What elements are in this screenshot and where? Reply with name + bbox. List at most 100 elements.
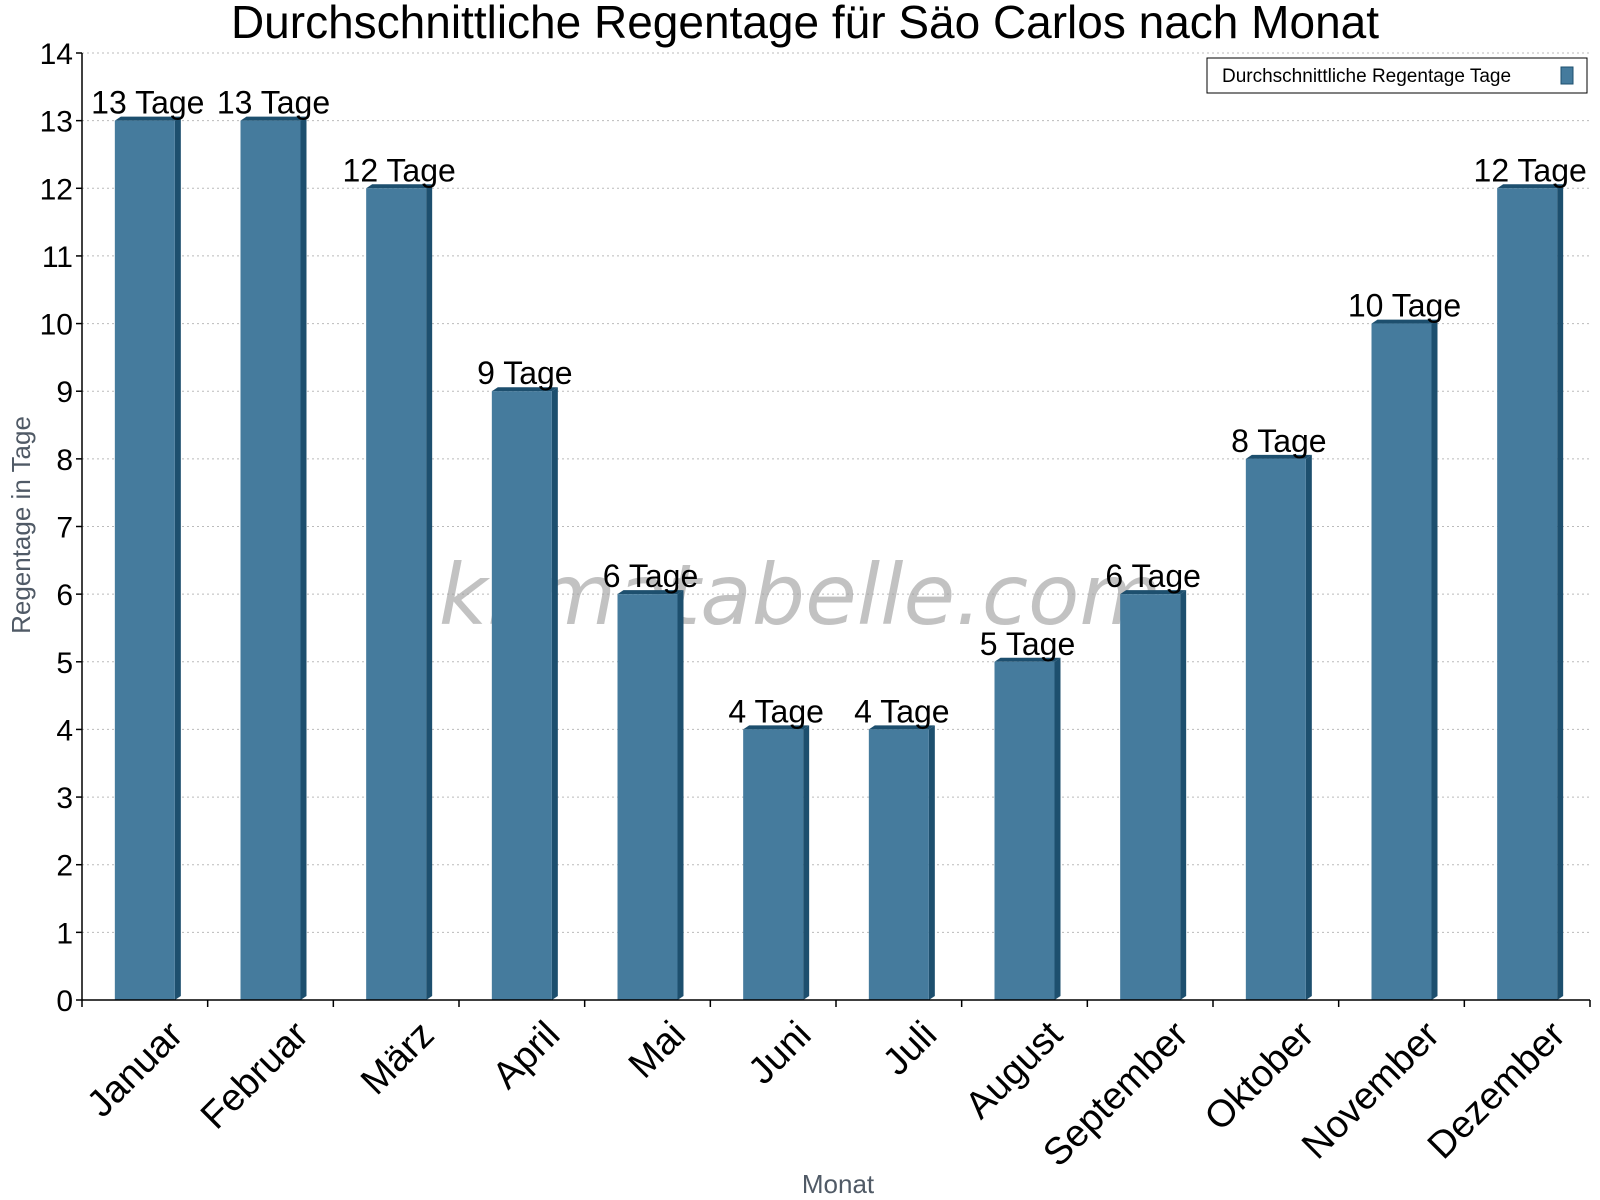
data-label: 4 Tage — [854, 693, 950, 729]
x-tick-label: November — [1294, 1013, 1448, 1167]
x-tick-label: April — [485, 1014, 568, 1097]
x-tick-label: Juni — [741, 1014, 820, 1093]
data-label: 8 Tage — [1231, 423, 1327, 459]
legend-label: Durchschnittliche Regentage Tage — [1222, 66, 1511, 87]
x-axis-ticks: Januar Februar März April Mai Juni Juli AugustS… — [79, 1000, 1591, 1175]
bar-side — [677, 590, 684, 1000]
y-axis-label: Regentage in Tage — [6, 416, 36, 634]
bar-top — [1120, 590, 1187, 595]
data-label: 6 Tage — [1105, 558, 1201, 594]
y-tick-label: 14 — [40, 38, 73, 71]
bar-side — [1180, 590, 1187, 1000]
data-label: 13 Tage — [91, 85, 204, 121]
x-tick-label: März — [353, 1014, 442, 1103]
y-tick-label: 9 — [56, 376, 73, 409]
bar-top — [994, 657, 1061, 662]
data-label: 5 Tage — [980, 626, 1076, 662]
bar — [1245, 454, 1312, 1000]
y-tick-label: 10 — [40, 309, 73, 342]
x-axis-label: Monat — [802, 1169, 875, 1199]
data-label: 12 Tage — [1474, 152, 1587, 188]
bar-front — [743, 729, 804, 1000]
bar — [491, 387, 558, 1000]
y-tick-label: 1 — [56, 917, 73, 950]
bar — [743, 725, 810, 1000]
bar-side — [1431, 319, 1438, 1001]
y-tick-label: 4 — [56, 714, 73, 747]
y-tick-label: 7 — [56, 512, 73, 545]
bar-top — [617, 590, 684, 595]
bar — [114, 116, 181, 1000]
bar-front — [366, 188, 427, 1001]
bar — [994, 657, 1061, 1000]
bar-top — [491, 387, 558, 392]
data-label: 6 Tage — [603, 558, 699, 594]
x-tick-label: August — [958, 1013, 1072, 1127]
x-tick-label: Februar — [193, 1013, 317, 1137]
watermark-text: klimatabelle.com — [439, 546, 1162, 644]
bar-front — [240, 120, 301, 1000]
bar-front — [1245, 458, 1306, 1000]
bar — [240, 116, 307, 1000]
legend-swatch — [1560, 66, 1574, 85]
bar-side — [551, 387, 558, 1000]
bar — [1371, 319, 1438, 1001]
bar — [1497, 184, 1564, 1001]
bar-side — [1054, 657, 1061, 1000]
bar-top — [1497, 184, 1564, 189]
legend-box — [1206, 57, 1588, 94]
y-tick-label: 2 — [56, 850, 73, 883]
bar-top — [743, 725, 810, 730]
bar — [366, 184, 433, 1001]
bar-side — [300, 116, 307, 1000]
y-tick-label: 8 — [56, 444, 73, 477]
data-label: 12 Tage — [343, 152, 456, 188]
data-label: 13 Tage — [217, 85, 330, 121]
bar-side — [174, 116, 181, 1000]
bar-side — [1557, 184, 1564, 1001]
bar-side — [1305, 454, 1312, 1000]
bar-side — [803, 725, 810, 1000]
bar-side — [426, 184, 433, 1001]
bar-front — [491, 391, 552, 1000]
y-tick-label: 0 — [56, 985, 73, 1018]
gridlines — [82, 52, 1590, 933]
bar-front — [1371, 323, 1432, 1001]
bar-top — [114, 116, 181, 121]
y-tick-label: 11 — [42, 241, 73, 274]
bar-front — [114, 120, 175, 1000]
bar-top — [366, 184, 433, 189]
chart-title: Durchschnittliche Regentage für Säo Carl… — [231, 0, 1379, 48]
x-tick-label: Mai — [621, 1014, 694, 1087]
bar-top — [868, 725, 935, 730]
bars — [114, 116, 1564, 1001]
bar — [1120, 590, 1187, 1000]
x-tick-label: Januar — [79, 1013, 191, 1125]
bar-top — [1371, 319, 1438, 324]
data-label: 10 Tage — [1348, 288, 1461, 324]
bar-top — [1245, 454, 1312, 459]
y-tick-label: 3 — [56, 782, 73, 815]
data-label: 9 Tage — [477, 355, 573, 391]
data-label: 4 Tage — [728, 693, 824, 729]
y-tick-label: 12 — [40, 173, 73, 206]
bar — [868, 725, 935, 1000]
y-tick-label: 6 — [56, 579, 73, 612]
data-labels: 13 Tage 13 Tage 12 Tage 9 Tage 6 Tage 4 Tage 4… — [91, 85, 1587, 730]
x-tick-label: Oktober — [1197, 1013, 1323, 1139]
bar-front — [1497, 188, 1558, 1001]
bar-front — [617, 594, 678, 1000]
y-tick-label: 5 — [56, 647, 73, 680]
bar-front — [868, 729, 929, 1000]
bar-front — [994, 661, 1055, 1000]
bar-front — [1120, 594, 1181, 1000]
bar-top — [240, 116, 307, 121]
x-tick-label: Dezember — [1420, 1013, 1574, 1167]
y-tick-label: 13 — [40, 106, 73, 139]
legend: Durchschnittliche Regentage Tage — [1206, 57, 1588, 94]
bar-side — [928, 725, 935, 1000]
x-tick-label: Juli — [875, 1014, 945, 1084]
bar — [617, 590, 684, 1000]
